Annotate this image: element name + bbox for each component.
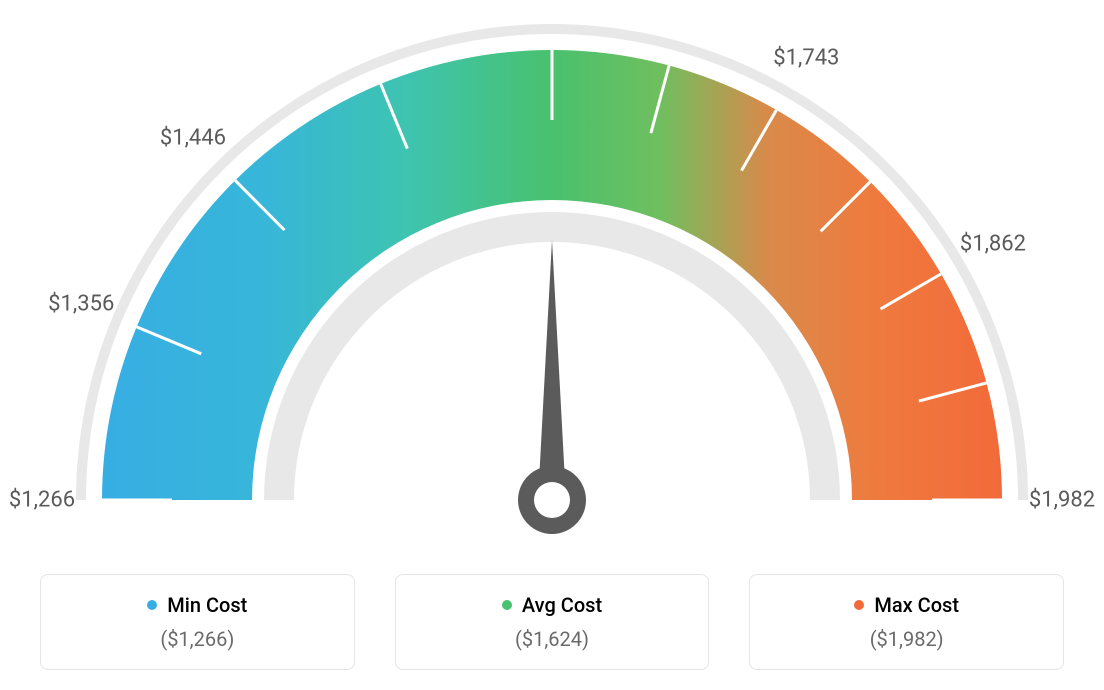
dot-icon xyxy=(502,600,512,610)
gauge-tick-label: $1,743 xyxy=(773,45,839,70)
gauge-tick-label: $1,624 xyxy=(519,0,585,3)
legend-value-max: ($1,982) xyxy=(770,627,1043,651)
legend-row: Min Cost ($1,266) Avg Cost ($1,624) Max … xyxy=(0,574,1104,670)
gauge-tick-label: $1,356 xyxy=(48,291,114,316)
dot-icon xyxy=(147,600,157,610)
gauge-tick-label: $1,446 xyxy=(160,125,226,150)
legend-title-avg: Avg Cost xyxy=(502,593,602,617)
legend-card-min: Min Cost ($1,266) xyxy=(40,574,355,670)
legend-title-text: Avg Cost xyxy=(522,593,602,617)
legend-card-max: Max Cost ($1,982) xyxy=(749,574,1064,670)
legend-card-avg: Avg Cost ($1,624) xyxy=(395,574,710,670)
gauge-tick-label: $1,862 xyxy=(960,231,1026,256)
legend-title-min: Min Cost xyxy=(147,593,247,617)
gauge-chart xyxy=(0,0,1104,560)
legend-value-min: ($1,266) xyxy=(61,627,334,651)
gauge-tick-label: $1,266 xyxy=(9,488,75,513)
gauge-tick-label: $1,982 xyxy=(1029,488,1095,513)
legend-value-avg: ($1,624) xyxy=(416,627,689,651)
legend-title-text: Max Cost xyxy=(874,593,959,617)
legend-title-text: Min Cost xyxy=(167,593,247,617)
dot-icon xyxy=(854,600,864,610)
gauge-container: $1,266 $1,356 $1,446 $1,624 $1,743 $1,862 $1,9… xyxy=(0,0,1104,550)
legend-title-max: Max Cost xyxy=(854,593,959,617)
